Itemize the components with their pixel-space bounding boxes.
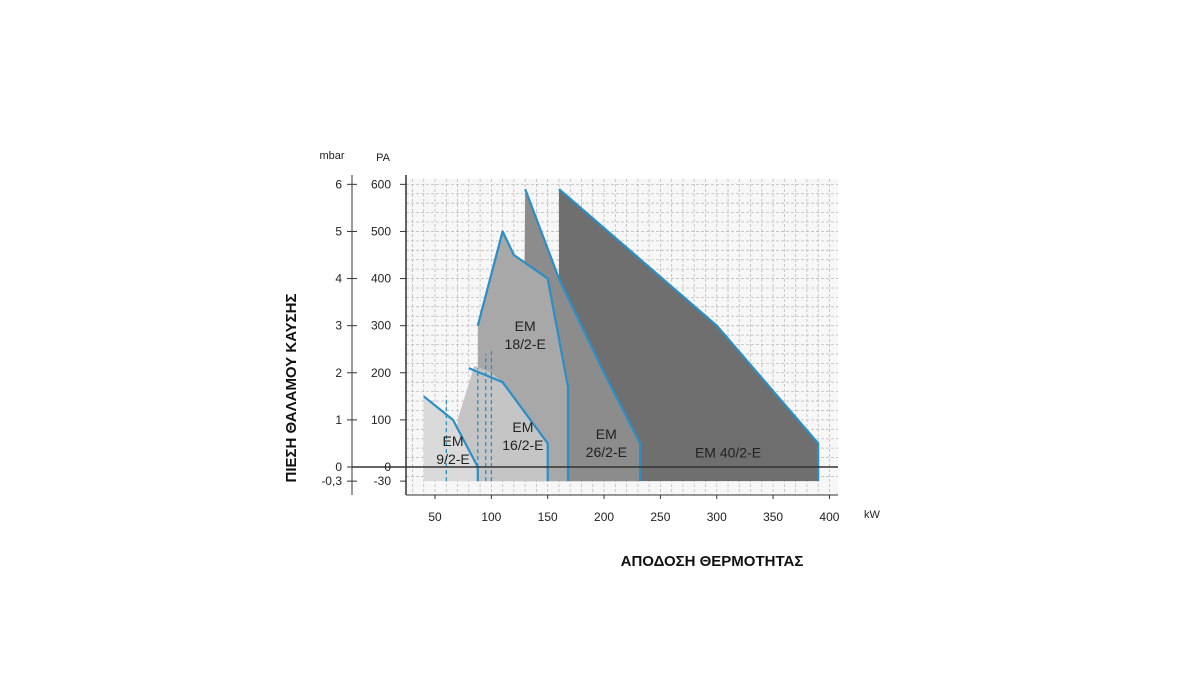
- series-label: EM 18/2-E: [505, 318, 546, 352]
- y-tick-label-mbar: 4: [335, 272, 342, 286]
- x-tick-label: 350: [763, 510, 783, 524]
- y-tick-label-mbar: 3: [335, 319, 342, 333]
- series-label: EM 16/2-E: [502, 419, 543, 453]
- x-axis-title: ΑΠΟΔΟΣΗ ΘΕΡΜΟΤΗΤΑΣ: [621, 553, 804, 570]
- series-label-line: EM: [443, 433, 464, 449]
- y-tick-label-pa: 0: [384, 460, 391, 474]
- x-tick-label: 150: [538, 510, 558, 524]
- outline-em-26-2-e: [524, 188, 642, 482]
- outline-em-18-2-e: [476, 230, 570, 482]
- y-tick-label-pa: 600: [371, 177, 391, 191]
- series-label-line: EM: [512, 419, 533, 435]
- y-tick-label-pa: 400: [371, 272, 391, 286]
- y-axis-title: ΠΙΕΣΗ ΘΑΛΑΜΟΥ ΚΑΥΣΗΣ: [283, 293, 300, 482]
- outline-em-9-2-e: [423, 395, 479, 482]
- x-tick-label: 400: [819, 510, 839, 524]
- y-tick-label-mbar: 5: [335, 224, 342, 238]
- outline-em-40-2-e: [558, 188, 820, 482]
- area-em-40-2-e: [559, 189, 819, 482]
- series-label-line: EM: [515, 318, 536, 334]
- y-tick-label-mbar: 2: [335, 366, 342, 380]
- y-unit-mbar: mbar: [319, 150, 344, 162]
- y-tick-label-pa: -30: [374, 474, 392, 488]
- y-tick-label-pa: 500: [371, 224, 391, 238]
- axes: 50 100 150 200 250 300 350 40060050040030020010…: [321, 175, 840, 524]
- y-unit-pa: PA: [376, 152, 391, 164]
- series-label-line: 9/2-E: [436, 451, 469, 467]
- series-label-line: 26/2-E: [586, 444, 627, 460]
- series-label-line: EM: [596, 426, 617, 442]
- series-label-line: 18/2-E: [505, 336, 546, 352]
- x-tick-label: 300: [707, 510, 727, 524]
- y-tick-label-mbar: 0: [335, 460, 342, 474]
- series-labels: EM 9/2-E EM 16/2-E EM 18/2-E EM 26/2-E EM 40/2-E: [436, 318, 761, 467]
- y-tick-label-pa: 200: [371, 366, 391, 380]
- x-tick-label: 50: [428, 510, 442, 524]
- series-label-line: 16/2-E: [502, 437, 543, 453]
- x-tick-label: 200: [594, 510, 614, 524]
- x-tick-label: 100: [481, 510, 501, 524]
- series-label-line: EM 40/2-E: [695, 445, 761, 461]
- series-label: EM 40/2-E: [695, 445, 761, 461]
- series-label: EM 9/2-E: [436, 433, 469, 467]
- y-tick-label-mbar: -0,3: [321, 474, 342, 488]
- series-outlines: [423, 188, 820, 482]
- y-tick-label-pa: 100: [371, 413, 391, 427]
- series-label: EM 26/2-E: [586, 426, 627, 460]
- outline-em-16-2-e: [468, 367, 549, 482]
- y-tick-label-mbar: 6: [335, 177, 342, 191]
- x-unit: kW: [864, 509, 881, 521]
- area-em-9-2-e: [423, 396, 478, 482]
- y-tick-label-pa: 300: [371, 319, 391, 333]
- x-tick-label: 250: [650, 510, 670, 524]
- y-tick-label-mbar: 1: [335, 413, 342, 427]
